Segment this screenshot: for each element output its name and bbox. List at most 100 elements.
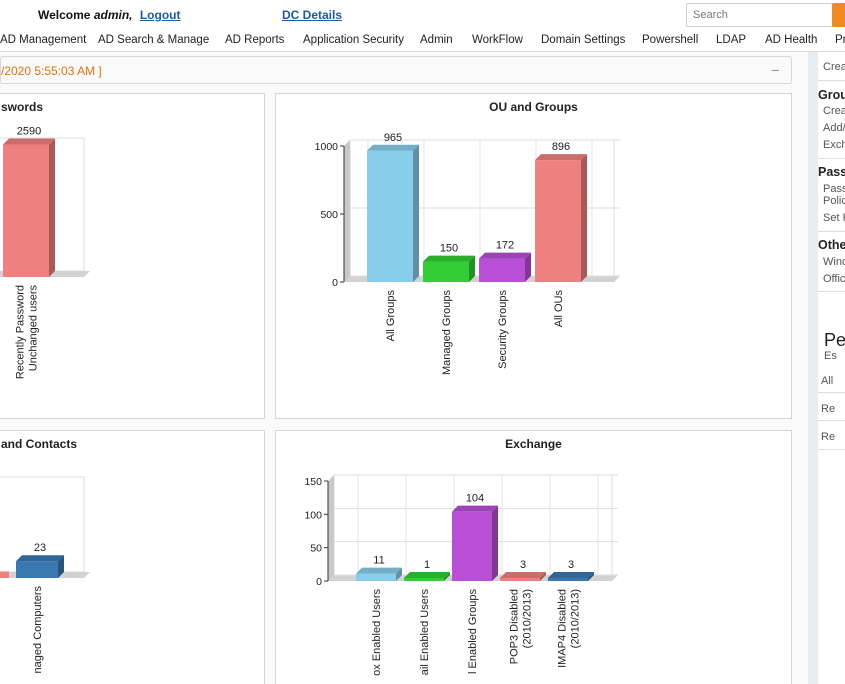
y-tick-label: 500 [320,209,338,221]
sidebar-link[interactable]: All [821,375,834,387]
bar [16,561,58,578]
sidebar-link[interactable]: Exch [823,139,845,151]
nav-application-security[interactable]: Application Security [303,34,404,46]
category-label: Unchanged users [28,285,40,372]
bar-top [356,567,402,574]
sidebar-link[interactable]: Polic [823,195,845,207]
sidebar-link[interactable]: Wind [823,256,845,268]
bar-top [367,144,419,151]
contacts-chart: 23 naged Computers [0,476,90,674]
category-label: Security Groups [497,290,509,369]
panel-ou-groups: OU and Groups 0 500 1000 965 All Groups 150 Ma… [275,93,792,419]
nav-ad-search-manage[interactable]: AD Search & Manage [98,34,210,46]
left-wall [328,475,334,581]
bar-side [469,255,475,282]
search-button[interactable] [832,3,845,27]
data-label: 11 [373,555,384,567]
bar-side [540,572,546,581]
data-label: 3 [520,559,526,571]
nav-ad-health[interactable]: AD Health [765,34,818,46]
logout-link[interactable]: Logout [139,8,181,22]
category-label: Managed Groups [441,290,453,375]
category-label: naged Computers [32,586,44,674]
divider [818,80,845,81]
sidebar-link[interactable]: Crea [823,105,845,117]
sidebar-link[interactable]: Add/ [823,122,845,134]
nav-workflow[interactable]: WorkFlow [472,34,523,46]
sidebar-heading-groups: Grou [818,88,845,102]
top-bar: Welcome admin, Logout DC Details [0,0,845,30]
y-tick-label: 50 [310,543,322,555]
ou-groups-chart: 0 500 1000 965 All Groups 150 Managed Groups 17… [315,132,620,375]
bar-top [452,505,498,512]
y-tick-label: 150 [304,476,322,488]
passwords-chart: 2590 Recently Password Unchanged users [0,126,90,379]
data-label: 150 [440,243,458,255]
data-label: 1 [424,559,430,571]
category-label: ox Enabled Users [371,589,383,676]
bar-top [404,572,450,578]
bar [423,261,469,282]
search-input[interactable] [686,3,836,27]
panel-title: OU and Groups [489,100,578,114]
nav-ldap[interactable]: LDAP [716,34,747,46]
divider [818,158,845,159]
sidebar-link[interactable]: Re [821,403,836,415]
bar [500,578,540,581]
data-label: 896 [552,141,570,153]
sidebar-link[interactable]: Re [821,431,836,443]
category-label: (2010/2013) [522,589,534,648]
username: admin, [93,8,133,22]
sidebar-link[interactable]: Pass [823,183,845,195]
bar-side [525,252,531,282]
left-wall [344,140,350,282]
nav-domain-settings[interactable]: Domain Settings [541,34,626,46]
y-tick-label: 0 [332,277,338,289]
bar-top [16,555,64,562]
nav-ad-reports[interactable]: AD Reports [225,34,285,46]
divider [818,449,845,450]
bar [3,144,49,277]
category-label: Recently Password [15,285,27,379]
sidebar-heading-password: Pass [818,165,845,179]
bar-side [58,555,64,578]
data-label: 23 [34,542,46,554]
main-nav: AD Management AD Search & Manage AD Repo… [0,30,845,52]
bar [535,160,581,282]
category-label: l Enabled Groups [467,589,479,674]
divider [818,231,845,232]
bar-side [581,154,587,282]
sidebar-subtitle: Es [824,350,837,362]
sidebar-card: Crea Grou Crea Add/ Exch Pass Pass Polic… [818,52,845,684]
category-label: (2010/2013) [570,589,582,648]
panel-contacts: and Contacts 23 naged Computers [0,430,265,684]
sidebar-link[interactable]: Set F [823,212,845,224]
exchange-chart: 0 50 100 150 11 ox Enabled Users 1 ail Enabled … [304,474,618,676]
divider [818,291,845,292]
bar [404,578,444,581]
nav-powershell[interactable]: Powershell [642,34,699,46]
nav-admin[interactable]: Admin [420,34,453,46]
bar-side [413,144,419,282]
date-bar: /2020 5:55:03 AM ] – [0,56,792,84]
bar [548,578,588,581]
nav-more[interactable]: Pr [835,34,845,46]
divider [818,392,845,393]
bar-top [479,252,531,259]
collapse-button[interactable]: – [771,62,779,77]
y-tick-label: 100 [304,509,322,521]
bar-side [588,572,594,581]
dc-details-link[interactable]: DC Details [282,8,343,22]
category-label: IMAP4 Disabled [557,589,569,668]
sidebar-link[interactable]: Crea [823,61,845,73]
sidebar-big-title: Pe [824,330,845,350]
category-label: All OUs [553,290,565,328]
bar [479,258,525,282]
bar-side [396,567,402,581]
right-sidebar: Crea Grou Crea Add/ Exch Pass Pass Polic… [808,52,845,684]
sidebar-link[interactable]: Offic [823,273,845,285]
bar [356,573,396,581]
bar-side [49,138,55,277]
date-text: /2020 5:55:03 AM ] [1,64,102,78]
nav-ad-management[interactable]: AD Management [0,34,87,46]
